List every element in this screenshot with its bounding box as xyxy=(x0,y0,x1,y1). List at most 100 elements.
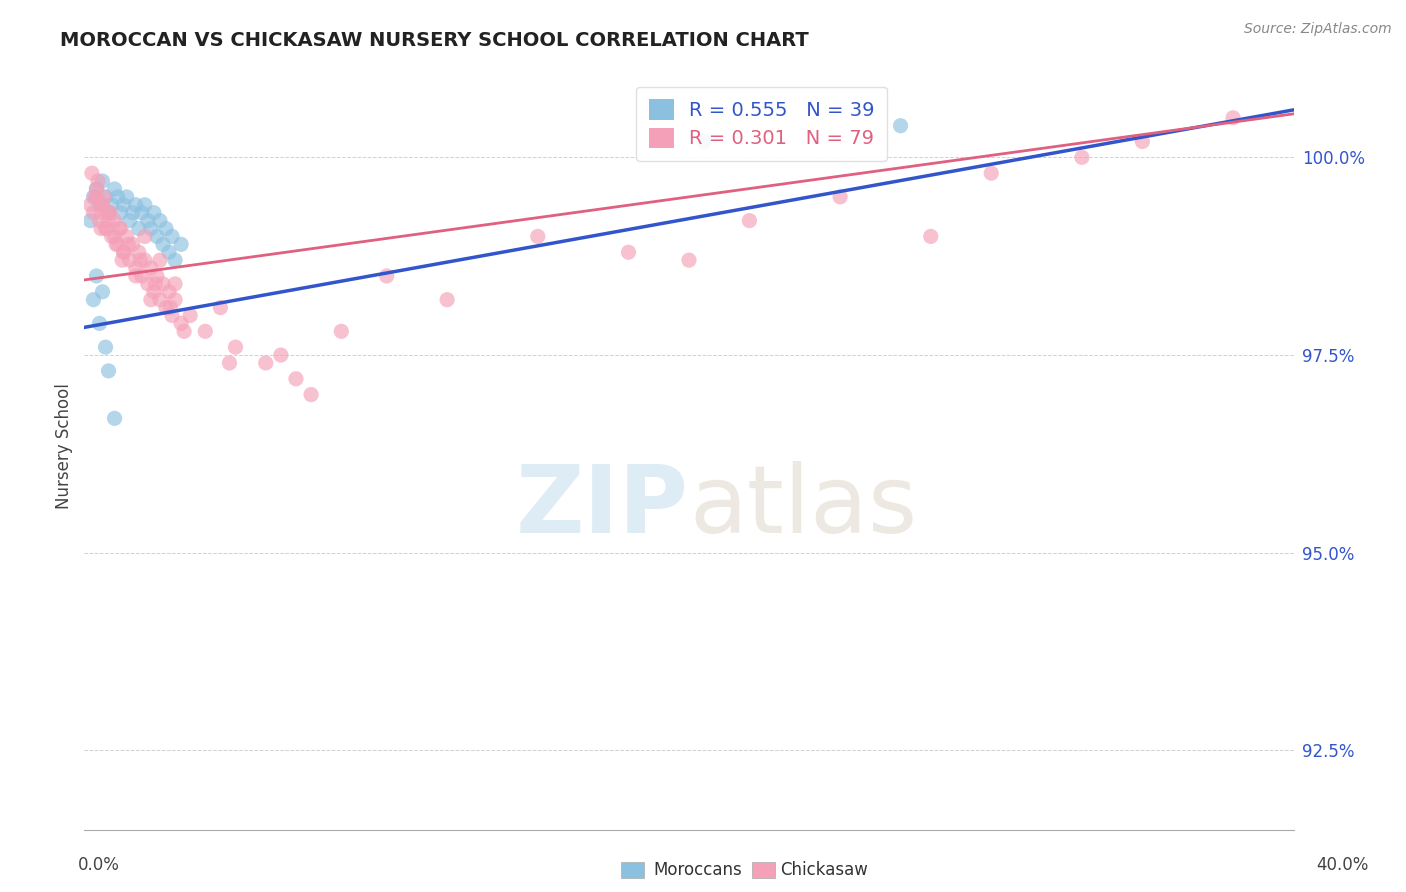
Point xyxy=(1132,135,1154,149)
Point xyxy=(86,182,108,196)
Point xyxy=(155,301,177,315)
Point xyxy=(89,317,111,331)
Point xyxy=(112,198,135,212)
Point xyxy=(97,205,120,219)
Point xyxy=(149,213,172,227)
Point xyxy=(118,253,141,268)
Point xyxy=(146,268,169,283)
Point xyxy=(87,174,110,188)
Text: 0.0%: 0.0% xyxy=(77,856,120,874)
Point xyxy=(89,213,111,227)
Point xyxy=(527,229,550,244)
Point xyxy=(104,182,127,196)
Point xyxy=(146,229,169,244)
Point xyxy=(1222,111,1244,125)
Point xyxy=(142,285,165,299)
Point xyxy=(678,253,700,268)
Point xyxy=(149,253,172,268)
Point xyxy=(80,166,103,180)
Point xyxy=(115,229,138,244)
Text: 40.0%: 40.0% xyxy=(1316,856,1369,874)
Point xyxy=(920,229,942,244)
Point xyxy=(157,245,180,260)
Point xyxy=(254,356,277,370)
Point xyxy=(125,268,148,283)
Point xyxy=(173,324,195,338)
Point xyxy=(890,119,912,133)
Point xyxy=(104,229,127,244)
Point xyxy=(128,245,150,260)
Point xyxy=(97,213,120,227)
Point xyxy=(93,190,115,204)
Point xyxy=(131,205,153,219)
Point xyxy=(160,229,183,244)
Point xyxy=(89,198,111,212)
Point xyxy=(98,205,121,219)
Point xyxy=(121,237,143,252)
Point xyxy=(830,190,852,204)
Point xyxy=(107,190,129,204)
Point xyxy=(104,213,127,227)
Point xyxy=(128,221,150,235)
Text: Source: ZipAtlas.com: Source: ZipAtlas.com xyxy=(1244,22,1392,37)
Text: Chickasaw: Chickasaw xyxy=(780,861,869,879)
Point xyxy=(110,221,132,235)
Point xyxy=(165,277,187,291)
Point xyxy=(117,237,139,252)
Point xyxy=(96,221,118,235)
Point xyxy=(79,213,101,227)
Point xyxy=(110,205,132,219)
Point xyxy=(94,340,117,354)
Text: atlas: atlas xyxy=(689,461,917,553)
Point xyxy=(980,166,1002,180)
Legend: R = 0.555   N = 39, R = 0.301   N = 79: R = 0.555 N = 39, R = 0.301 N = 79 xyxy=(637,87,887,161)
Point xyxy=(82,293,104,307)
Point xyxy=(145,277,167,291)
Point xyxy=(100,198,122,212)
Point xyxy=(115,190,138,204)
Point xyxy=(136,213,159,227)
Point xyxy=(84,190,107,204)
Point xyxy=(112,245,135,260)
Point xyxy=(165,293,187,307)
Point xyxy=(105,237,128,252)
Point xyxy=(194,324,217,338)
Point xyxy=(159,301,181,315)
Point xyxy=(90,221,112,235)
Point xyxy=(142,205,165,219)
Point xyxy=(82,190,104,204)
Point xyxy=(299,387,322,401)
Point xyxy=(82,205,104,219)
Point xyxy=(134,253,156,268)
Point xyxy=(107,237,129,252)
Point xyxy=(91,198,114,212)
Point xyxy=(121,205,143,219)
Point xyxy=(270,348,292,362)
Point xyxy=(152,277,174,291)
Point xyxy=(108,221,131,235)
Point xyxy=(97,364,120,378)
Point xyxy=(170,317,193,331)
Point xyxy=(125,261,148,276)
Point xyxy=(111,253,134,268)
Point xyxy=(1071,150,1094,164)
Point xyxy=(160,309,183,323)
Point xyxy=(86,190,108,204)
Point xyxy=(285,372,308,386)
Point xyxy=(91,285,114,299)
Point xyxy=(100,229,122,244)
Point xyxy=(155,221,177,235)
Point xyxy=(90,205,112,219)
Text: MOROCCAN VS CHICKASAW NURSERY SCHOOL CORRELATION CHART: MOROCCAN VS CHICKASAW NURSERY SCHOOL COR… xyxy=(60,30,808,50)
Point xyxy=(617,245,640,260)
Point xyxy=(165,253,187,268)
Point xyxy=(129,253,152,268)
Point xyxy=(131,268,153,283)
Point xyxy=(139,293,162,307)
Point xyxy=(94,190,117,204)
Point xyxy=(94,221,117,235)
Point xyxy=(91,198,114,212)
Point xyxy=(86,268,108,283)
Point xyxy=(179,309,201,323)
Point xyxy=(157,285,180,299)
